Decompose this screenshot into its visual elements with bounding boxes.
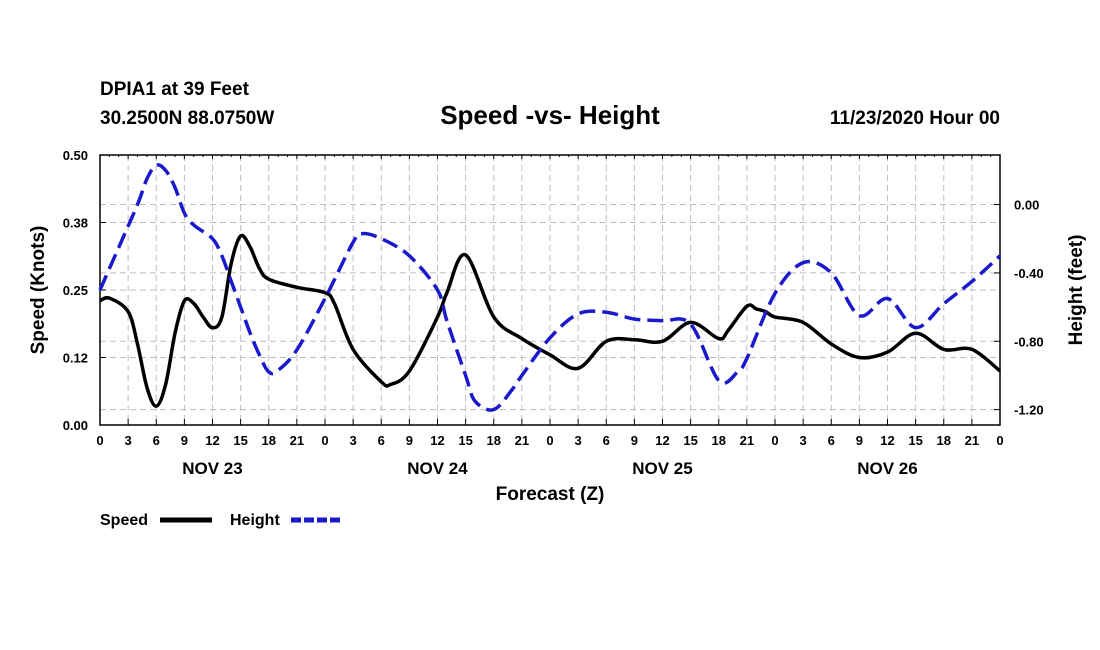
y2-tick-label: -0.40 xyxy=(1014,266,1044,281)
x-tick-label: 6 xyxy=(378,433,385,448)
x-tick-label: 18 xyxy=(712,433,726,448)
legend: Speed Height xyxy=(100,512,343,529)
x-tick-label: 6 xyxy=(603,433,610,448)
y2-axis-label: Height (feet) xyxy=(1066,235,1087,346)
legend-speed-label: Speed xyxy=(100,512,148,529)
x-tick-label: 0 xyxy=(771,433,778,448)
x-tick-label: 18 xyxy=(937,433,951,448)
x-tick-label: 15 xyxy=(683,433,697,448)
y-tick-label: 0.50 xyxy=(63,148,88,163)
y-axis-label: Speed (Knots) xyxy=(28,226,49,355)
x-tick-label: 3 xyxy=(125,433,132,448)
x-tick-label: 18 xyxy=(487,433,501,448)
x-tick-label: 3 xyxy=(350,433,357,448)
x-tick-label: 0 xyxy=(996,433,1003,448)
day-label: NOV 23 xyxy=(182,459,242,478)
x-tick-label: 9 xyxy=(406,433,413,448)
legend-height-label: Height xyxy=(230,512,280,529)
x-tick-label: 15 xyxy=(908,433,922,448)
axis-ticks: 0 3 6 9 12 15 18 21 0 3 6 9 12 15 18 21 0 3 6 9 12 15 18 21 0 3 6 9… xyxy=(63,148,1044,478)
speed-series-line xyxy=(99,233,1002,408)
x-tick-label: 21 xyxy=(965,433,979,448)
x-tick-label: 6 xyxy=(828,433,835,448)
chart-title: Speed -vs- Height xyxy=(440,100,660,130)
x-tick-label: 9 xyxy=(631,433,638,448)
x-tick-label: 21 xyxy=(740,433,754,448)
x-axis-label: Forecast (Z) xyxy=(496,484,605,505)
series-lines xyxy=(98,163,1002,412)
datetime-label: 11/23/2020 Hour 00 xyxy=(830,108,1000,129)
x-tick-label: 12 xyxy=(430,433,444,448)
day-label: NOV 24 xyxy=(407,459,468,478)
x-tick-label: 12 xyxy=(205,433,219,448)
x-tick-label: 9 xyxy=(856,433,863,448)
day-label: NOV 26 xyxy=(857,459,917,478)
x-tick-label: 12 xyxy=(655,433,669,448)
y-tick-label: 0.25 xyxy=(63,283,88,298)
y-tick-label: 0.00 xyxy=(63,418,88,433)
x-tick-label: 12 xyxy=(880,433,894,448)
x-tick-label: 0 xyxy=(546,433,553,448)
height-series-line xyxy=(98,163,1002,412)
y2-tick-label: 0.00 xyxy=(1014,198,1039,213)
y-tick-label: 0.12 xyxy=(63,351,88,366)
x-tick-label: 0 xyxy=(321,433,328,448)
y2-tick-label: -0.80 xyxy=(1014,334,1044,349)
x-tick-label: 3 xyxy=(800,433,807,448)
x-tick-label: 3 xyxy=(575,433,582,448)
y-tick-label: 0.38 xyxy=(63,216,88,231)
location-label: 30.2500N 88.0750W xyxy=(100,108,274,129)
x-tick-label: 9 xyxy=(181,433,188,448)
x-tick-label: 21 xyxy=(290,433,304,448)
day-label: NOV 25 xyxy=(632,459,692,478)
grid-lines xyxy=(100,155,1000,425)
x-tick-label: 6 xyxy=(153,433,160,448)
x-tick-label: 15 xyxy=(458,433,472,448)
y2-tick-label: -1.20 xyxy=(1014,403,1044,418)
station-label: DPIA1 at 39 Feet xyxy=(100,79,250,100)
x-tick-label: 21 xyxy=(515,433,529,448)
x-tick-label: 0 xyxy=(96,433,103,448)
x-tick-label: 15 xyxy=(233,433,247,448)
x-tick-label: 18 xyxy=(262,433,276,448)
